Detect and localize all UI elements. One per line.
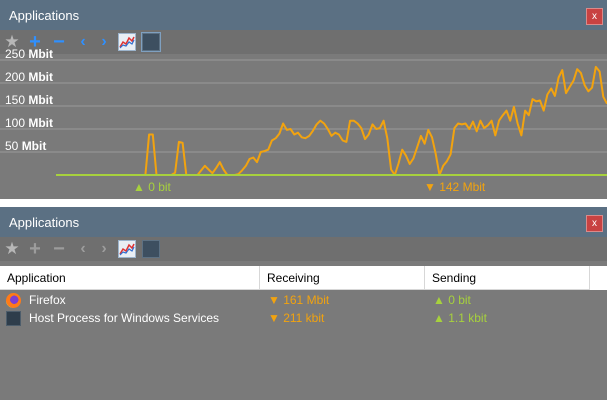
app-receiving: ▼ 211 kbit	[268, 311, 325, 325]
y-tick-value: 150	[5, 93, 29, 107]
sending-total: ▲ 0 bit	[133, 180, 171, 194]
bottom-toolbar: ★ + − ‹ ›	[0, 237, 607, 261]
y-tick-unit: Mbit	[28, 116, 54, 130]
y-tick-label: 150 Mbit	[5, 93, 53, 107]
y-tick-value: 250	[5, 47, 29, 61]
y-tick-unit: Mbit	[28, 47, 54, 61]
firefox-icon	[6, 293, 21, 308]
window-icon[interactable]	[142, 240, 160, 258]
y-tick-label: 100 Mbit	[5, 116, 53, 130]
bottom-panel-title: Applications	[9, 215, 80, 230]
y-tick-label: 250 Mbit	[5, 47, 53, 61]
chevron-left-icon[interactable]: ‹	[80, 240, 86, 257]
chevron-left-icon[interactable]: ‹	[80, 33, 86, 50]
service-icon	[6, 311, 21, 326]
graph-icon[interactable]	[118, 240, 136, 258]
y-tick-label: 200 Mbit	[5, 70, 53, 84]
y-tick-unit: Mbit	[28, 93, 54, 107]
y-tick-value: 50	[5, 139, 22, 153]
y-tick-unit: Mbit	[28, 70, 54, 84]
graph-footer: ▲ 0 bit ▼ 142 Mbit	[0, 178, 607, 195]
applications-table: Application Receiving Sending Firefox ▼ …	[0, 261, 607, 400]
bottom-titlebar[interactable]: Applications x	[0, 207, 607, 237]
minus-icon[interactable]: −	[53, 31, 65, 53]
column-application[interactable]: Application	[7, 271, 66, 285]
top-close-button[interactable]: x	[586, 8, 603, 25]
scrollbar-corner	[589, 266, 607, 290]
app-receiving: ▼ 161 Mbit	[268, 293, 330, 307]
table-row[interactable]: Firefox ▼ 161 Mbit ▲ 0 bit	[0, 291, 589, 309]
star-icon[interactable]: ★	[4, 239, 20, 258]
bottom-close-button[interactable]: x	[586, 215, 603, 232]
top-titlebar[interactable]: Applications x	[0, 0, 607, 30]
plus-icon[interactable]: +	[29, 238, 41, 260]
table-header: Application Receiving Sending	[0, 266, 589, 290]
applications-list-panel: Applications x ★ + − ‹ › Application Rec…	[0, 207, 607, 400]
star-icon[interactable]: ★	[4, 32, 20, 51]
graph-icon[interactable]	[118, 33, 136, 51]
y-tick-label: 50 Mbit	[5, 139, 46, 153]
y-tick-value: 200	[5, 70, 29, 84]
traffic-chart: 250 Mbit 200 Mbit 150 Mbit 100 Mbit 50 Mbit	[0, 47, 607, 178]
receiving-total: ▼ 142 Mbit	[424, 180, 486, 194]
y-tick-value: 100	[5, 116, 29, 130]
app-sending: ▲ 0 bit	[433, 293, 471, 307]
table-row[interactable]: Host Process for Windows Services ▼ 211 …	[0, 309, 589, 327]
app-name: Host Process for Windows Services	[29, 311, 220, 325]
top-toolbar: ★ + − ‹ ›	[0, 30, 607, 54]
top-panel-title: Applications	[9, 8, 80, 23]
series-receiving	[56, 65, 607, 176]
chevron-right-icon[interactable]: ›	[101, 33, 107, 50]
column-receiving[interactable]: Receiving	[259, 266, 424, 290]
y-tick-unit: Mbit	[21, 139, 47, 153]
chevron-right-icon[interactable]: ›	[101, 240, 107, 257]
app-name: Firefox	[29, 293, 66, 307]
traffic-chart-svg	[0, 59, 607, 176]
app-sending: ▲ 1.1 kbit	[433, 311, 487, 325]
minus-icon[interactable]: −	[53, 238, 65, 260]
column-sending[interactable]: Sending	[424, 266, 589, 290]
plus-icon[interactable]: +	[29, 31, 41, 53]
traffic-graph-panel: Applications x ★ + − ‹ › 250 Mbit 200 Mbi…	[0, 0, 607, 199]
window-icon[interactable]	[141, 32, 161, 52]
